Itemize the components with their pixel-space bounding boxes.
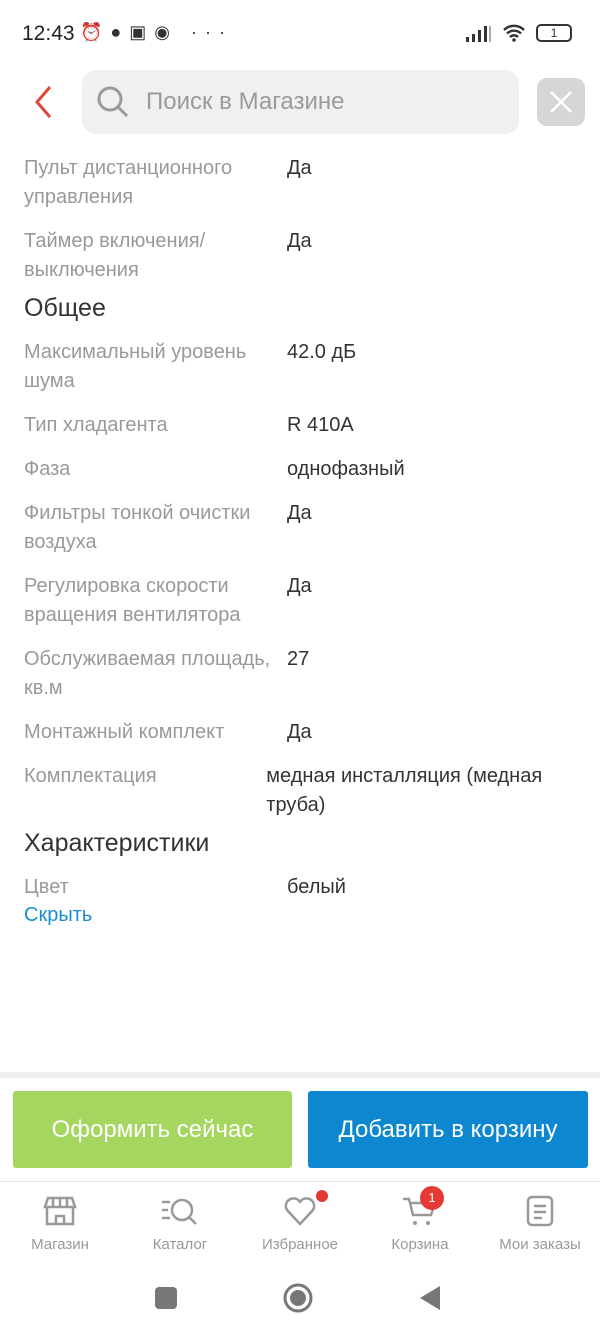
spec-value: R 410A [287,414,354,436]
buy-now-button[interactable]: Оформить сейчас [13,1091,292,1168]
status-right: 1 [466,24,572,42]
spec-value: Да [287,575,312,597]
back-icon[interactable] [30,84,58,120]
spec-row: Пульт дистанционного управления Да [24,154,580,227]
spec-value: Да [287,157,312,179]
heart-icon [284,1197,316,1226]
spec-label: Пульт дистанционного управления [24,157,233,208]
specs-list: Пульт дистанционного управления Да Таймер … [24,154,580,928]
home-icon[interactable] [282,1282,314,1314]
orders-icon [526,1195,554,1227]
spec-label: Максимальный уровень шума [24,341,247,392]
close-icon[interactable] [537,78,585,126]
spec-label: Регулировка скорости вращения вентилятор… [24,575,241,626]
status-time: 12:43 [22,22,75,45]
notification-icons: ⏰●▣◉ ··· [80,22,233,42]
spec-label: Комплектация [24,765,157,787]
spec-value: однофазный [287,458,405,480]
spec-value: Да [287,502,312,524]
bottom-nav: Магазин Каталог Избранное 1 Корзина Мои … [0,1181,600,1261]
signal-icon [466,26,491,42]
spec-value: белый [287,876,346,898]
top-bar: Поиск в Магазине [0,70,600,136]
section-header: Характеристики [24,829,210,857]
spec-row: Монтажный комплект Да [24,718,580,762]
spec-label: Монтажный комплект [24,721,225,743]
store-icon [43,1196,77,1226]
spec-value: 27 [287,648,310,670]
spec-value: Да [287,721,312,743]
search-icon [97,86,129,118]
spec-row: Регулировка скорости вращения вентилятор… [24,572,580,645]
system-nav [0,1278,600,1318]
spec-label: Таймер включения/ выключения [24,230,206,281]
spec-row: Максимальный уровень шума 42.0 дБ [24,338,580,411]
nav-orders[interactable]: Мои заказы [480,1182,600,1261]
wifi-icon [503,24,525,42]
spec-row: Комплектация медная инсталляция (медная т… [24,762,580,835]
cart-badge: 1 [420,1186,444,1210]
spec-label: Фильтры тонкой очистки воздуха [24,502,251,553]
spec-row: Тип хладагента R 410A [24,411,580,455]
spec-value: Да [287,230,312,252]
nav-label: Избранное [261,1236,339,1253]
spec-label: Тип хладагента [24,414,168,436]
spec-value: 42.0 дБ [287,341,357,363]
spec-row: Фаза однофазный [24,455,580,499]
spec-label: Цвет [24,876,69,898]
back-nav-icon[interactable] [418,1284,442,1312]
nav-label: Корзина [391,1236,449,1253]
nav-label: Мои заказы [499,1236,581,1253]
nav-label: Каталог [152,1236,208,1253]
nav-cart[interactable]: 1 Корзина [360,1182,480,1261]
spec-row: Фильтры тонкой очистки воздуха Да [24,499,580,572]
spec-value: медная инсталляция (медная труба) [266,765,543,816]
catalog-search-icon [162,1198,197,1225]
nav-store[interactable]: Магазин [0,1182,120,1261]
recents-icon[interactable] [154,1286,178,1310]
hide-link[interactable]: Скрыть [24,904,93,926]
spec-row: Обслуживаемая площадь, кв.м 27 [24,645,580,718]
add-to-cart-button[interactable]: Добавить в корзину [308,1091,588,1168]
spec-row: Таймер включения/ выключения Да [24,227,580,300]
nav-favorites[interactable]: Избранное [240,1182,360,1261]
spec-row: Цвет белый [24,873,580,902]
search-input[interactable]: Поиск в Магазине [82,70,519,134]
nav-label: Магазин [31,1236,89,1253]
spec-label: Фаза [24,458,71,480]
section-header: Общее [24,294,106,322]
spec-label: Обслуживаемая площадь, кв.м [24,648,271,699]
divider [0,1072,600,1078]
notification-dot [316,1190,328,1202]
search-placeholder: Поиск в Магазине [146,88,345,115]
battery-icon: 1 [536,24,572,42]
status-bar: 12:43 ⏰●▣◉ ··· 1 [0,0,600,70]
nav-catalog[interactable]: Каталог [120,1182,240,1261]
